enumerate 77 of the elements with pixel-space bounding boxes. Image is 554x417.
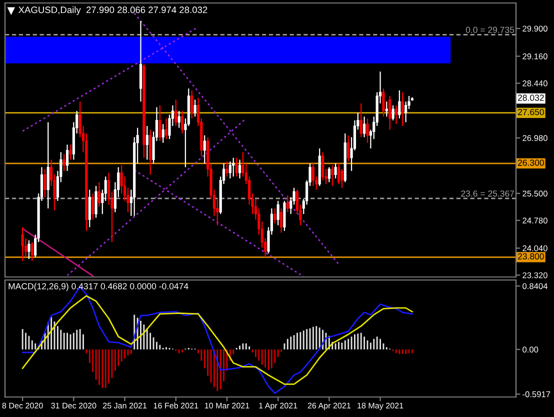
candlestick [286, 194, 289, 213]
candlestick [232, 157, 235, 178]
x-tick-label: 16 Feb 2021 [154, 402, 198, 408]
candlestick [203, 134, 206, 164]
candlestick [226, 161, 228, 178]
x-tick-label: 25 Jan 2021 [103, 402, 147, 408]
candlestick [69, 144, 72, 160]
candlestick [162, 124, 164, 144]
y-tick-label: 23.320 [522, 272, 548, 278]
candlestick [92, 192, 94, 220]
line-series [22, 295, 413, 385]
candlestick [328, 166, 330, 183]
candlestick [174, 99, 178, 126]
y-tick-label: 29.900 [522, 26, 548, 32]
y-tick-label: -0.5917 [522, 391, 550, 398]
candlestick [340, 168, 344, 188]
ref-line-label: 23.6 = 25.367 [461, 190, 514, 197]
chart-title: MACD(12,26,9) 0.4317 0.4682 0.0000 -0.0474 [8, 282, 188, 292]
x-tick-label: 1 Apr 2021 [259, 402, 298, 410]
candlestick [66, 144, 69, 172]
candlestick [382, 88, 385, 118]
candlestick [392, 104, 394, 121]
ref-line-label: 23.800 [518, 253, 544, 260]
candlestick [180, 110, 184, 134]
x-tick-label: 18 May 2021 [358, 402, 404, 410]
candlestick [347, 134, 350, 162]
x-tick-label: 10 Mar 2021 [204, 402, 250, 408]
candlestick [312, 162, 314, 186]
y-tick-label: 26.980 [522, 135, 548, 142]
candlestick [276, 200, 280, 226]
y-tick-label: 29.160 [522, 53, 548, 60]
y-tick-label: 24.040 [522, 245, 548, 252]
y-tick-label: 0.00 [522, 346, 538, 353]
candlestick [235, 157, 238, 178]
candlestick [146, 125, 148, 160]
ref-line-label: 26.300 [518, 160, 544, 166]
y-tick-label: 24.780 [522, 218, 548, 224]
x-tick-label: 8 Dec 2020 [2, 402, 43, 408]
candlestick [98, 182, 101, 208]
candlestick [228, 161, 232, 179]
candlestick [280, 208, 283, 234]
candlestick [385, 101, 388, 118]
x-tick-label: 31 Dec 2020 [51, 402, 96, 408]
ref-line-label: 27.650 [518, 108, 544, 116]
candlestick [88, 189, 91, 228]
candlestick [388, 95, 392, 130]
y-tick-label: 28.440 [522, 80, 548, 86]
candlestick [164, 118, 168, 140]
candlestick [274, 208, 276, 224]
candlestick [44, 168, 46, 198]
candlestick [158, 104, 162, 142]
y-tick-label: 0.8404 [522, 283, 548, 290]
candlestick [398, 90, 401, 119]
candlestick [62, 154, 66, 172]
candlestick [94, 185, 98, 218]
candlestick [46, 122, 50, 209]
candlestick [331, 164, 334, 186]
chart-title: XAGUSD,Daily 27.990 28.066 27.974 28.032 [18, 6, 208, 15]
candlestick [401, 92, 404, 126]
ref-line-label: 0.0 = 29.735 [466, 26, 514, 33]
candlestick [178, 110, 180, 128]
candlestick [394, 104, 398, 125]
candlestick [28, 240, 30, 260]
candlestick [366, 118, 369, 144]
candlestick [194, 99, 196, 118]
candlestick [360, 102, 362, 138]
candlestick [337, 162, 340, 185]
annotation: 28.032 [518, 94, 544, 101]
candlestick [362, 116, 366, 138]
y-tick-label: 25.500 [522, 190, 548, 197]
candlestick [30, 242, 34, 262]
candlestick [190, 90, 194, 119]
x-tick-label: 26 Apr 2021 [308, 402, 350, 410]
candlestick [334, 162, 337, 179]
candlestick [238, 159, 242, 179]
candlestick [21, 226, 24, 262]
candlestick [321, 152, 324, 181]
